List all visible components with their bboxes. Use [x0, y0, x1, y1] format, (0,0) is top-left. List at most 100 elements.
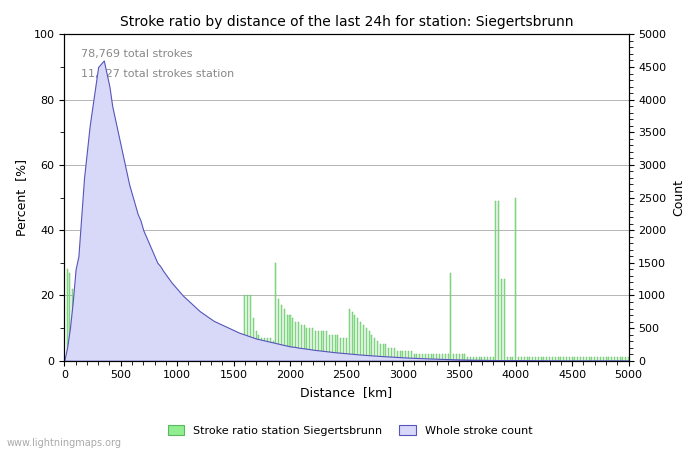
Bar	[552, 357, 553, 361]
Bar	[580, 357, 581, 361]
Bar	[202, 338, 203, 361]
Bar	[281, 305, 282, 361]
Bar	[374, 338, 375, 361]
Bar	[453, 354, 454, 361]
Bar	[72, 289, 74, 361]
Bar	[430, 354, 432, 361]
Bar	[129, 325, 130, 361]
Bar	[295, 322, 296, 361]
Bar	[176, 331, 178, 361]
Bar	[241, 348, 242, 361]
Bar	[501, 279, 502, 361]
Bar	[617, 357, 618, 361]
Bar	[335, 335, 336, 361]
Bar	[236, 344, 237, 361]
Bar	[162, 331, 164, 361]
Bar	[222, 344, 223, 361]
Bar	[444, 354, 446, 361]
Bar	[86, 299, 88, 361]
Bar	[425, 354, 426, 361]
Bar	[326, 331, 327, 361]
Bar	[377, 341, 378, 361]
Bar	[363, 325, 364, 361]
Bar	[540, 357, 542, 361]
Bar	[179, 335, 181, 361]
Bar	[123, 322, 124, 361]
Bar	[69, 273, 71, 361]
Bar	[199, 338, 200, 361]
Bar	[622, 357, 624, 361]
Bar	[157, 331, 158, 361]
Bar	[600, 357, 601, 361]
Bar	[205, 338, 206, 361]
Bar	[538, 357, 539, 361]
Bar	[566, 357, 567, 361]
Y-axis label: Count: Count	[672, 179, 685, 216]
Bar	[264, 338, 265, 361]
Bar	[351, 312, 353, 361]
Bar	[208, 338, 209, 361]
Bar	[312, 328, 313, 361]
Bar	[416, 354, 417, 361]
Bar	[554, 357, 556, 361]
Bar	[543, 357, 545, 361]
Bar	[244, 296, 246, 361]
Bar	[450, 273, 452, 361]
Bar	[101, 312, 102, 361]
Bar	[526, 357, 528, 361]
Bar	[411, 351, 412, 361]
Bar	[185, 335, 186, 361]
Bar	[380, 344, 381, 361]
Bar	[256, 331, 257, 361]
Bar	[134, 325, 135, 361]
Title: Stroke ratio by distance of the last 24h for station: Siegertsbrunn: Stroke ratio by distance of the last 24h…	[120, 15, 573, 29]
Bar	[357, 318, 358, 361]
Bar	[275, 263, 276, 361]
Bar	[498, 201, 499, 361]
Bar	[174, 335, 175, 361]
Bar	[371, 335, 372, 361]
Bar	[614, 357, 615, 361]
Bar	[309, 328, 310, 361]
Bar	[298, 322, 299, 361]
Bar	[433, 354, 435, 361]
Bar	[479, 357, 480, 361]
Bar	[258, 335, 260, 361]
Bar	[557, 357, 559, 361]
Bar	[405, 351, 406, 361]
Bar	[470, 357, 471, 361]
Bar	[529, 357, 531, 361]
Bar	[583, 357, 584, 361]
Bar	[171, 331, 172, 361]
Bar	[507, 357, 508, 361]
Bar	[515, 198, 516, 361]
Bar	[154, 328, 155, 361]
Bar	[473, 357, 474, 361]
Bar	[92, 309, 93, 361]
Bar	[115, 318, 116, 361]
Bar	[439, 354, 440, 361]
Bar	[586, 357, 587, 361]
Bar	[329, 335, 330, 361]
Bar	[608, 357, 610, 361]
Bar	[323, 331, 324, 361]
Bar	[337, 335, 339, 361]
Bar	[112, 315, 113, 361]
Y-axis label: Percent  [%]: Percent [%]	[15, 159, 28, 236]
Legend: Stroke ratio station Siegertsbrunn, Whole stroke count: Stroke ratio station Siegertsbrunn, Whol…	[163, 420, 537, 440]
Bar	[532, 357, 533, 361]
Bar	[182, 335, 183, 361]
Bar	[572, 357, 573, 361]
Bar	[611, 357, 612, 361]
Bar	[78, 299, 79, 361]
Bar	[458, 354, 460, 361]
Text: 78,769 total strokes: 78,769 total strokes	[81, 49, 193, 59]
Bar	[402, 351, 403, 361]
Bar	[419, 354, 420, 361]
Bar	[106, 309, 107, 361]
Bar	[151, 328, 153, 361]
Bar	[120, 322, 121, 361]
Bar	[625, 357, 626, 361]
Bar	[301, 325, 302, 361]
Bar	[261, 338, 262, 361]
